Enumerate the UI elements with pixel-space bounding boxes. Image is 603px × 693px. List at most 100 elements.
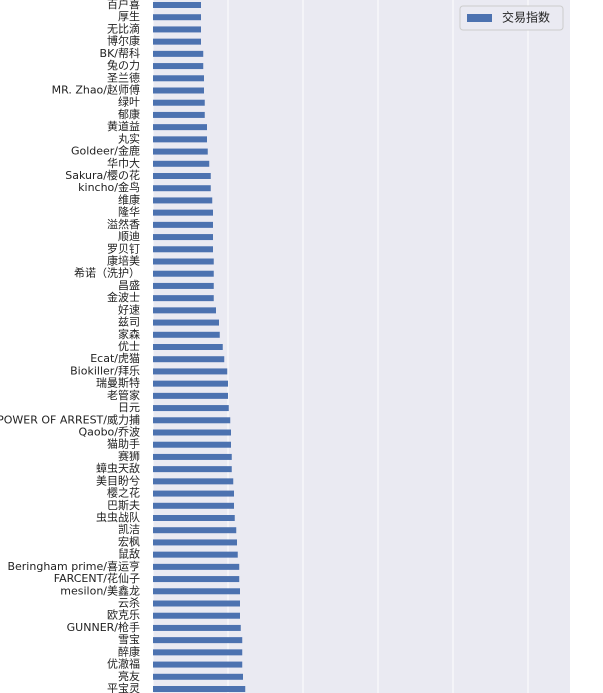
bar — [153, 38, 201, 45]
bar — [153, 331, 220, 338]
bar — [153, 197, 213, 204]
y-tick-label: 百户喜 — [107, 0, 140, 11]
y-tick-label: 兔の力 — [107, 58, 140, 72]
y-tick-label: Beringham prime/喜运亨 — [7, 559, 140, 573]
bar — [153, 344, 223, 350]
y-tick-label: 隆华 — [118, 205, 140, 219]
y-tick-label: 樱之花 — [107, 486, 140, 500]
bar — [153, 649, 243, 656]
bar — [153, 356, 225, 363]
y-tick-label: 康培美 — [107, 254, 140, 268]
y-tick-label: kincho/金鸟 — [78, 180, 140, 194]
bar — [153, 392, 228, 399]
y-tick-label: 云杀 — [118, 596, 140, 610]
bar — [153, 453, 232, 460]
bar — [153, 307, 216, 314]
y-tick-label: Biokiller/拜乐 — [70, 364, 140, 377]
bar — [153, 136, 207, 143]
y-tick-label: MR. Zhao/赵师傅 — [52, 83, 140, 97]
y-tick-label: 圣兰德 — [107, 70, 140, 84]
legend-box — [459, 5, 564, 31]
bar — [153, 368, 228, 375]
y-tick-label: 美目盼兮 — [96, 473, 140, 487]
bar — [153, 50, 204, 57]
y-tick-label: 宏枫 — [118, 534, 140, 548]
y-tick-label: 猫助手 — [107, 437, 140, 451]
y-tick-label: 郁康 — [118, 107, 140, 121]
y-tick-label: 罗贝钉 — [107, 242, 140, 255]
y-tick-label: 雪宝 — [118, 632, 140, 646]
y-tick-label: mesilon/美鑫龙 — [60, 583, 140, 597]
legend-label: 交易指数 — [502, 10, 550, 25]
y-tick-label: 瑞曼斯特 — [96, 376, 140, 390]
y-tick-label: FARCENT/花仙子 — [54, 572, 140, 585]
bar — [153, 417, 231, 424]
bar — [153, 221, 213, 228]
bar — [153, 14, 201, 21]
bar — [153, 612, 240, 619]
bar — [153, 563, 240, 570]
y-tick-label: 优士 — [118, 340, 140, 353]
bar — [153, 478, 234, 485]
bar — [153, 160, 210, 167]
bar — [153, 282, 214, 289]
bar — [153, 185, 211, 192]
y-tick-label: 赛狮 — [118, 449, 140, 463]
y-tick-label: 昌盛 — [118, 278, 140, 292]
y-tick-label: 平宝灵 — [107, 681, 140, 693]
y-tick-label: 蟑虫天敌 — [96, 461, 140, 475]
y-tick-label: GUNNER/枪手 — [67, 620, 140, 634]
y-tick-label: Qaobo/乔波 — [78, 426, 140, 439]
bar — [153, 380, 228, 387]
bar — [153, 270, 214, 277]
y-tick-label: 博尔康 — [107, 34, 140, 48]
bar — [153, 246, 213, 253]
y-tick-label: 巴斯夫 — [107, 499, 140, 512]
bar — [153, 673, 243, 680]
y-tick-label: 金波士 — [107, 290, 140, 304]
bar — [153, 429, 231, 436]
bar — [153, 124, 207, 131]
y-tick-label: 凯洁 — [118, 523, 140, 536]
y-tick-label: 黄道益 — [107, 119, 140, 133]
y-tick-label: Ecat/虎猫 — [90, 352, 140, 365]
y-tick-label: 鼠敌 — [118, 547, 140, 561]
bar — [153, 75, 204, 82]
bar — [153, 2, 201, 8]
bar — [153, 87, 204, 94]
bar — [153, 466, 232, 473]
bar — [153, 441, 231, 448]
bar — [153, 551, 238, 558]
y-tick-label: 丸实 — [118, 131, 140, 145]
bar — [153, 637, 243, 644]
bar — [153, 490, 234, 497]
y-tick-label: 绿叶 — [118, 95, 140, 109]
bar — [153, 295, 214, 302]
y-tick-label: 日元 — [118, 401, 140, 414]
y-tick-label: 亮友 — [118, 669, 140, 683]
bar — [153, 258, 214, 265]
y-tick-label: 欧克乐 — [107, 609, 140, 622]
bar — [153, 588, 240, 595]
y-tick-label: 好速 — [118, 302, 140, 316]
bar — [153, 234, 213, 241]
bar — [153, 576, 240, 583]
bar — [153, 527, 237, 534]
bar — [153, 111, 205, 118]
y-tick-label: 维康 — [118, 192, 140, 206]
y-tick-label: 华巾大 — [107, 156, 140, 170]
bar — [153, 209, 213, 216]
y-tick-label: 优澈福 — [107, 657, 140, 671]
bar — [153, 624, 241, 631]
y-tick-label: 家森 — [118, 327, 140, 341]
y-tick-label: 希诺（洗护） — [74, 266, 140, 280]
y-tick-label: 醉康 — [118, 644, 140, 658]
y-tick-label: 厚生 — [118, 9, 140, 23]
bar — [153, 99, 205, 106]
y-tick-label: POWER OF ARREST/威力捕 — [0, 412, 140, 426]
bar — [153, 148, 208, 155]
bar — [153, 502, 234, 509]
bar — [153, 600, 240, 607]
legend-swatch — [467, 14, 492, 22]
